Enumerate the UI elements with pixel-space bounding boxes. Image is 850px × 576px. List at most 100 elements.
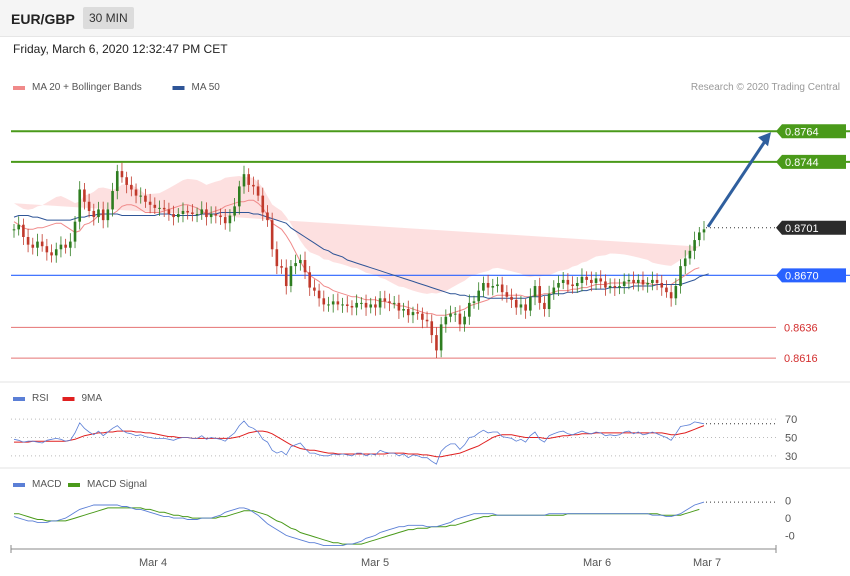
candle-body (92, 210, 96, 218)
candle-body (369, 304, 373, 308)
rsi-tick-label: 30 (785, 451, 797, 463)
candle-body (458, 313, 462, 325)
candle-body (627, 279, 631, 282)
candle-body (280, 266, 283, 268)
candle-body (496, 284, 499, 287)
candle-body (416, 312, 419, 314)
candle-body (50, 252, 53, 256)
candle-body (561, 279, 565, 283)
candle-body (472, 301, 476, 303)
candle-body (31, 244, 35, 248)
candle-body (702, 229, 706, 233)
candle-body (622, 281, 626, 287)
candle-body (519, 304, 523, 308)
candle-body (618, 286, 621, 288)
candle-body (111, 191, 114, 210)
candle-body (557, 282, 560, 288)
candle-body (22, 224, 25, 237)
candle-body (594, 278, 598, 283)
macd-legend-label: MACD (32, 479, 61, 490)
candle-body (167, 209, 171, 215)
macd-line (13, 501, 705, 547)
candle-body (284, 267, 288, 287)
level-label: 0.8636 (784, 322, 818, 334)
timeframe-badge[interactable]: 30 MIN (83, 7, 134, 29)
level-tag (776, 124, 846, 139)
candle-body (36, 241, 39, 248)
candle-body (172, 214, 175, 218)
candle-body (552, 287, 556, 294)
candle-body (355, 302, 358, 308)
candle-body (256, 186, 260, 196)
candle-body (655, 279, 659, 283)
candle-body (214, 214, 218, 216)
candle-body (533, 286, 537, 297)
candle-body (435, 335, 438, 351)
candle-body (430, 321, 434, 336)
candle-body (200, 209, 204, 215)
candle-body (64, 244, 67, 248)
candle-body (97, 209, 100, 218)
projection-arrow (706, 137, 769, 228)
candle-body (158, 207, 161, 209)
x-tick-label: Mar 7 (693, 557, 721, 569)
candle-body (191, 212, 194, 215)
candle-body (233, 206, 236, 216)
main-legend-label: MA 50 (192, 82, 221, 93)
candle-body (270, 220, 274, 250)
main-legend-swatch (172, 86, 185, 90)
candle-body (646, 282, 649, 285)
main-legend-label: MA 20 + Bollinger Bands (32, 82, 142, 93)
candle-body (238, 186, 241, 207)
candle-body (674, 286, 678, 299)
candle-body (364, 302, 368, 308)
candle-body (491, 286, 495, 288)
candle-body (266, 212, 269, 221)
credit-text: Research © 2020 Trading Central (691, 82, 840, 93)
candle-body (683, 258, 687, 267)
candle-body (505, 292, 509, 297)
candle-body (148, 201, 152, 205)
candle-body (327, 304, 330, 306)
candle-body (228, 215, 232, 224)
candle-body (392, 302, 396, 304)
candle-body (336, 301, 340, 305)
candle-body (688, 250, 692, 259)
chart-header: EUR/GBP 30 MIN (0, 0, 850, 37)
candle-body (360, 302, 363, 304)
candle-body (547, 293, 551, 310)
candle-body (45, 246, 49, 253)
candle-body (181, 210, 185, 215)
candle-body (669, 292, 673, 299)
level-label: 0.8744 (785, 157, 819, 169)
candle-body (463, 316, 466, 325)
candle-body (608, 286, 612, 288)
rsi-ma9-line (14, 425, 705, 458)
x-tick-label: Mar 5 (361, 557, 389, 569)
candle-body (313, 287, 316, 291)
candle-body (439, 324, 443, 351)
candle-body (299, 259, 302, 264)
candle-body (331, 301, 335, 305)
candle-body (350, 305, 354, 308)
macd-legend-label: MACD Signal (87, 479, 147, 490)
candle-body (632, 279, 635, 283)
candle-body (17, 224, 20, 230)
candle-body (176, 214, 180, 218)
ma50-line (13, 212, 709, 299)
candle-body (529, 296, 532, 311)
candle-body (242, 174, 246, 187)
candle-body (590, 279, 593, 283)
candle-body (383, 298, 387, 302)
candle-body (397, 302, 401, 311)
candle-body (252, 184, 255, 187)
candle-body (514, 299, 518, 308)
level-label: 0.8701 (785, 223, 819, 235)
candle-body (698, 232, 701, 241)
candle-body (599, 278, 603, 282)
rsi-line (13, 420, 705, 465)
candle-body (78, 189, 82, 222)
candle-body (275, 249, 279, 267)
x-tick-label: Mar 4 (139, 557, 167, 569)
candle-body (524, 304, 527, 311)
